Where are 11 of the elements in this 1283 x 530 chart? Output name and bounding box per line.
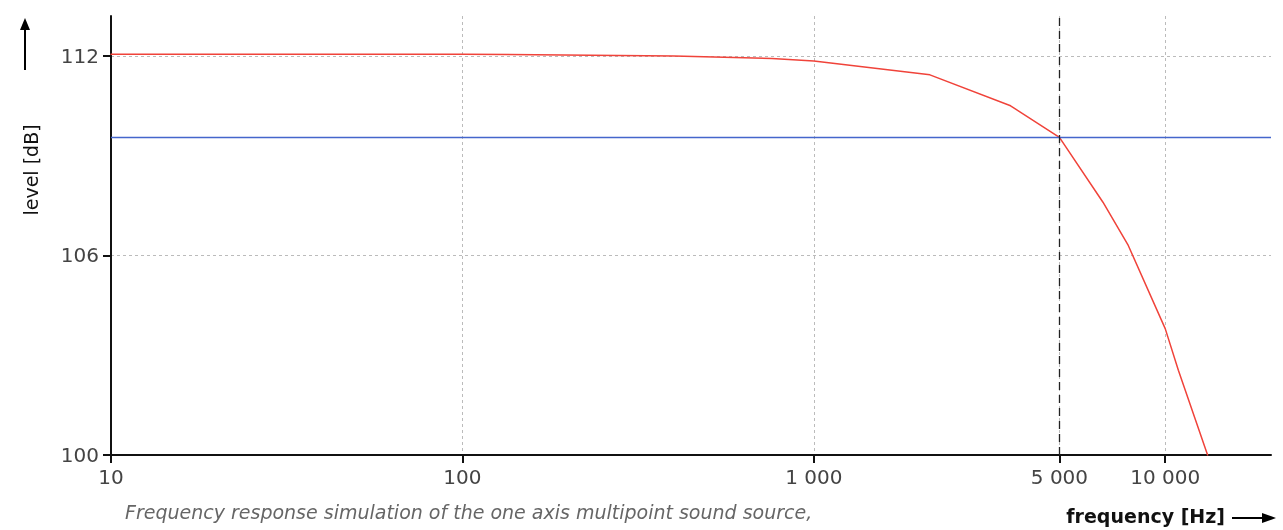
y-tick-label: 100: [60, 443, 99, 467]
x-tick-label: 10: [98, 465, 124, 489]
y-tick-label: 106: [60, 243, 99, 268]
x-axis-title: frequency [Hz]: [1066, 504, 1225, 527]
y-axis-title: level [dB]: [19, 124, 42, 216]
x-tick-label: 100: [443, 465, 482, 489]
text: Frequency response simulation of the one axis multipoint sound source,: [125, 500, 813, 523]
x-tick-label: 1 000: [785, 465, 843, 489]
x-tick-label: 10 000: [1130, 465, 1201, 489]
x-tick-label: 5 000: [1030, 465, 1089, 489]
y-tick-label: 112: [60, 43, 99, 68]
